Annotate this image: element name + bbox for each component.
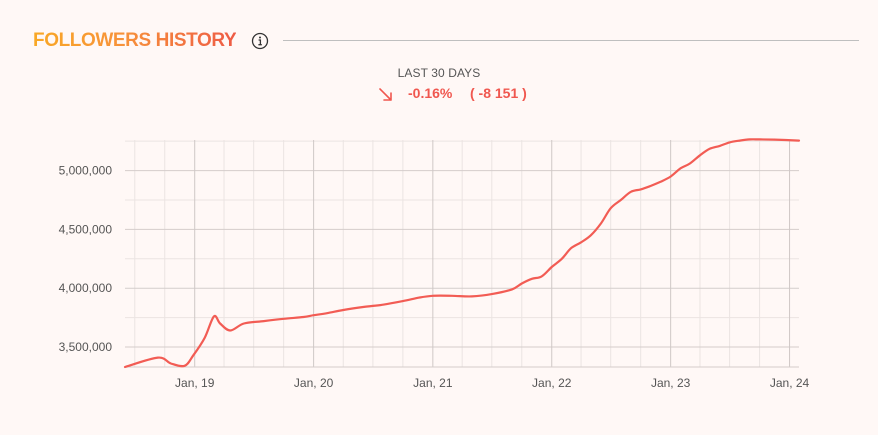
chart-title: FOLLOWERS HISTORY — [33, 30, 237, 51]
change-percent: -0.16% — [408, 85, 453, 101]
header-divider — [283, 40, 859, 41]
y-tick-label: 3,500,000 — [59, 340, 113, 354]
x-tick-label: Jan, 21 — [413, 376, 453, 390]
y-tick-label: 4,000,000 — [59, 281, 113, 295]
period-label: LAST 30 DAYS — [397, 66, 481, 80]
x-tick-label: Jan, 19 — [175, 376, 215, 390]
x-tick-label: Jan, 20 — [294, 376, 334, 390]
x-tick-label: Jan, 22 — [532, 376, 572, 390]
y-tick-label: 4,500,000 — [59, 222, 113, 236]
arrow-down-right-icon — [379, 88, 392, 101]
chart-header: FOLLOWERS HISTORY — [0, 0, 878, 60]
info-circle-icon[interactable] — [251, 32, 269, 50]
x-tick-label: Jan, 24 — [770, 376, 810, 390]
x-tick-label: Jan, 23 — [651, 376, 691, 390]
change-absolute: ( -8 151 ) — [470, 85, 527, 101]
followers-series-line — [123, 138, 801, 369]
y-tick-label: 5,000,000 — [59, 164, 113, 178]
